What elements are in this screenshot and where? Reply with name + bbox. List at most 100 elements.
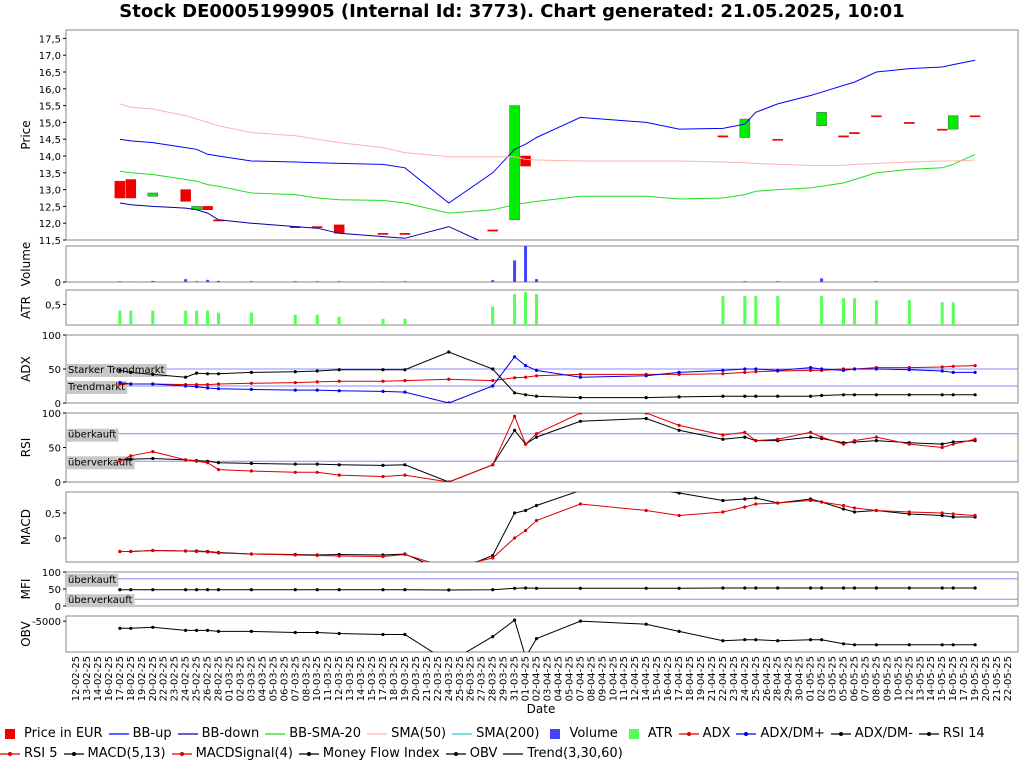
x-tick-label: 21-05-25	[992, 656, 1003, 701]
x-tick-label: 01-03-25	[225, 656, 236, 701]
x-tick-label: 20-02-25	[148, 656, 159, 701]
x-tick-label: 05-03-25	[268, 656, 279, 701]
y-tick-label: 17,5	[39, 34, 61, 45]
legend-item: Money Flow Index	[298, 744, 440, 764]
x-tick-label: 02-04-25	[532, 656, 543, 701]
legend-label: SMA(200)	[476, 726, 540, 741]
bar	[721, 296, 725, 325]
legend-dot	[926, 732, 931, 736]
x-tick-label: 26-02-25	[203, 656, 214, 701]
candle	[947, 115, 959, 130]
legend-dot	[71, 752, 76, 756]
x-tick-label: 11-04-25	[619, 656, 630, 701]
y-tick-label: 15,5	[39, 102, 61, 113]
candle	[849, 132, 860, 134]
candle	[399, 233, 411, 235]
x-tick-label: 19-04-25	[696, 656, 707, 701]
x-tick-label: 15-05-25	[937, 656, 948, 701]
x-tick-label: 05-05-25	[839, 656, 850, 701]
y-axis-label: RSI	[19, 438, 33, 458]
bar	[293, 281, 297, 282]
x-tick-label: 01-05-25	[806, 656, 817, 701]
candle	[180, 189, 191, 202]
legend-label: ADX/DM+	[760, 726, 825, 741]
legend-dot	[744, 732, 749, 736]
level-label: überkauft	[68, 575, 116, 586]
series-line	[118, 413, 977, 482]
legend-swatch	[503, 753, 524, 755]
legend-dot	[306, 752, 311, 756]
x-tick-label: 12-05-25	[904, 656, 915, 701]
bar	[874, 300, 878, 325]
legend-swatch	[445, 752, 466, 756]
candle	[487, 229, 498, 232]
bar	[217, 312, 221, 325]
y-tick-label: 11,5	[39, 236, 61, 247]
bar	[403, 281, 407, 282]
legend-item: Volume	[545, 724, 618, 744]
y-tick-label: 12,5	[39, 202, 61, 213]
x-tick-label: 07-04-25	[575, 656, 586, 701]
bar	[315, 314, 319, 325]
bar	[337, 316, 341, 325]
legend-swatch	[678, 732, 699, 736]
legend-swatch	[171, 752, 192, 756]
level-label-bg	[66, 456, 135, 470]
x-tick-label: 06-05-25	[849, 656, 860, 701]
bar	[820, 278, 824, 282]
x-tick-label: 09-05-25	[882, 656, 893, 701]
series-line	[119, 103, 976, 166]
candle	[509, 105, 520, 221]
y-axis-label: MACD	[19, 509, 33, 545]
x-tick-label: 02-03-25	[235, 656, 246, 701]
bar	[535, 294, 539, 325]
bar	[337, 281, 341, 282]
candle	[520, 155, 531, 167]
level-label-bg	[65, 381, 128, 394]
y-tick-label: 0	[55, 478, 61, 489]
y-tick-label: 16,0	[39, 85, 61, 96]
x-tick-label: 22-05-25	[1003, 656, 1014, 701]
legend-item: ADX	[678, 724, 730, 744]
series-line	[118, 586, 977, 592]
x-tick-label: 14-03-25	[356, 656, 367, 701]
x-tick-label: 24-03-25	[444, 656, 455, 701]
x-tick-label: 14-05-25	[926, 656, 937, 701]
x-tick-label: 30-04-25	[795, 656, 806, 701]
legend-swatch	[0, 752, 20, 756]
x-tick-label: 25-03-25	[455, 656, 466, 701]
legend-label: BB-SMA-20	[289, 726, 362, 741]
bar	[184, 310, 188, 325]
x-tick-label: 06-03-25	[279, 656, 290, 701]
x-tick-label: 27-03-25	[477, 656, 488, 701]
legend-label: RSI 14	[942, 726, 985, 741]
level-label: überverkauft	[68, 457, 133, 468]
legend-item: Price in EUR	[0, 724, 103, 744]
plot-area	[118, 292, 955, 325]
legend-swatch	[736, 732, 757, 736]
series-line	[119, 202, 480, 240]
candle	[838, 135, 849, 138]
legend-item: MACD(5,13)	[63, 744, 166, 764]
legend-swatch	[918, 732, 939, 736]
bar	[151, 310, 155, 325]
panel-frame	[65, 245, 1019, 283]
legend-item: BB-SMA-20	[265, 724, 361, 744]
bar	[184, 279, 188, 282]
x-tick-label: 19-05-25	[970, 656, 981, 701]
chart: Stock DE0005199905 (Internal Id: 3773). …	[19, 1, 1019, 716]
bar	[874, 281, 878, 282]
legend-item: BB-down	[177, 724, 259, 744]
x-tick-label: 04-03-25	[257, 656, 268, 701]
x-tick-label: 12-04-25	[630, 656, 641, 701]
candle	[936, 128, 948, 131]
y-tick-label: 50	[48, 585, 61, 596]
legend-item: Trend(3,30,60)	[503, 744, 623, 764]
x-tick-label: 09-04-25	[597, 656, 608, 701]
x-tick-label: 23-02-25	[170, 656, 181, 701]
plot-area	[118, 246, 878, 282]
y-tick-label: -5000	[32, 617, 61, 628]
legend-swatch	[177, 733, 198, 735]
x-tick-label: 21-03-25	[422, 656, 433, 701]
bar	[524, 246, 528, 282]
